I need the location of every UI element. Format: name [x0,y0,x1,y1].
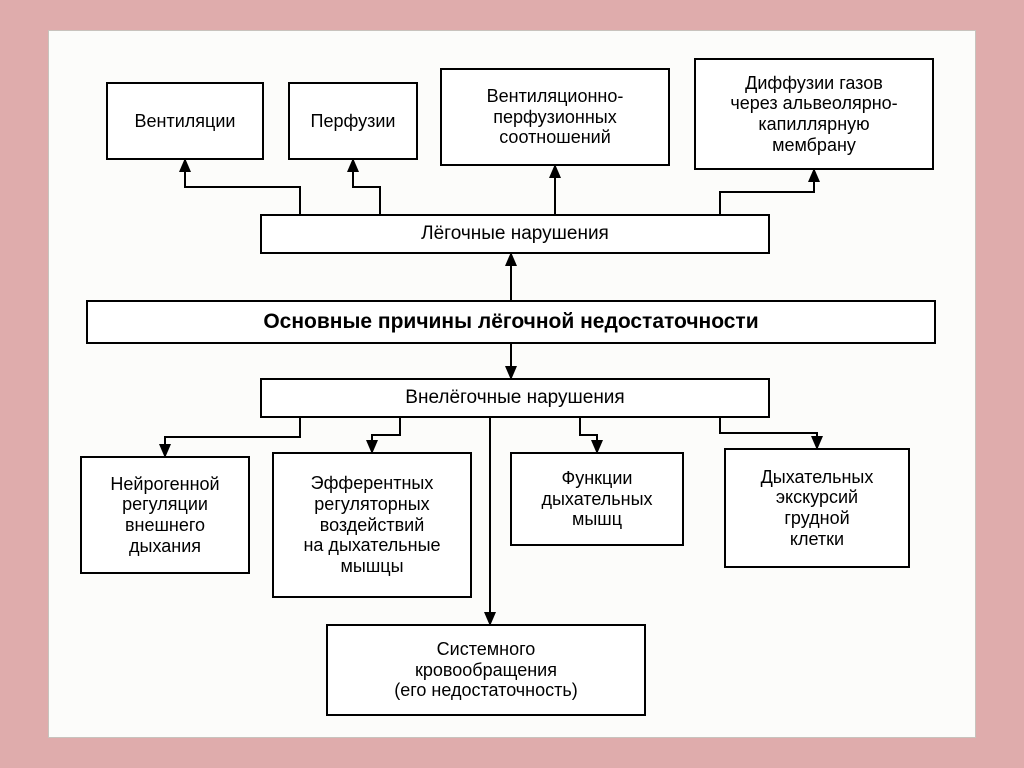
node-label: Лёгочные нарушения [421,223,609,245]
node-pulm: Лёгочные нарушения [260,214,770,254]
node-bot2: Эфферентных регуляторных воздействий на … [272,452,472,598]
diagram-canvas: Вентиляции Перфузии Вентиляционно- перфузи… [0,0,1024,768]
node-label: Эфферентных регуляторных воздействий на … [303,473,440,576]
node-label: Нейрогенной регуляции внешнего дыхания [110,474,219,557]
node-bot1: Нейрогенной регуляции внешнего дыхания [80,456,250,574]
node-top4: Диффузии газов через альвеолярно- капилл… [694,58,934,170]
node-label: Вентиляции [135,111,236,132]
node-extra: Внелёгочные нарушения [260,378,770,418]
node-top2: Перфузии [288,82,418,160]
node-bot3: Функции дыхательных мышц [510,452,684,546]
node-label: Дыхательных экскурсий грудной клетки [761,467,874,550]
node-label: Перфузии [311,111,396,132]
node-bot4: Дыхательных экскурсий грудной клетки [724,448,910,568]
node-top3: Вентиляционно- перфузионных соотношений [440,68,670,166]
node-label: Диффузии газов через альвеолярно- капилл… [730,73,897,156]
node-label: Вентиляционно- перфузионных соотношений [487,86,624,148]
node-main: Основные причины лёгочной недостаточност… [86,300,936,344]
node-label: Функции дыхательных мышц [541,468,652,530]
node-top1: Вентиляции [106,82,264,160]
node-label: Системного кровообращения (его недостато… [394,639,578,701]
node-bot5: Системного кровообращения (его недостато… [326,624,646,716]
node-label: Основные причины лёгочной недостаточност… [263,310,758,334]
node-label: Внелёгочные нарушения [405,387,624,409]
